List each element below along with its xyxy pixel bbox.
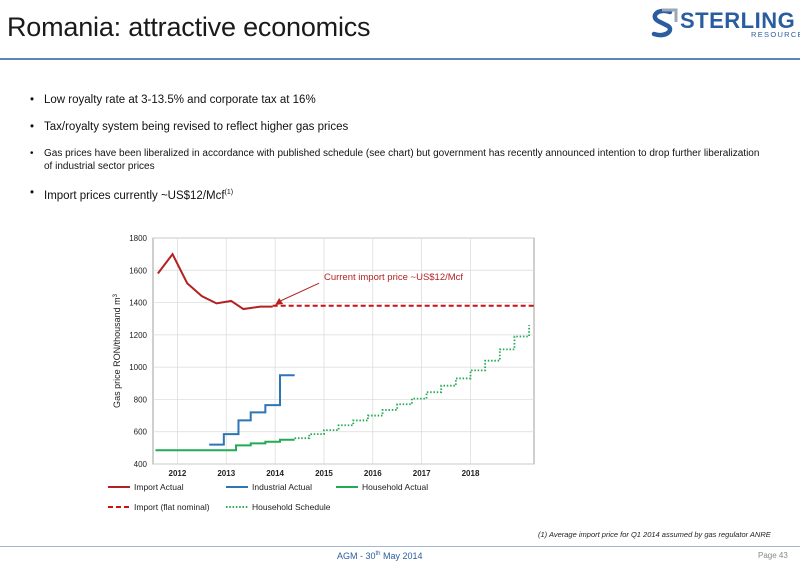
x-tick-label: 2013: [217, 469, 235, 478]
page-number: Page 43: [758, 551, 788, 560]
bullet-list: Low royalty rate at 3-13.5% and corporat…: [30, 93, 770, 216]
series-line-industrial-actual: [209, 374, 295, 446]
annotation-arrow-line: [277, 282, 320, 303]
legend-label: Household Actual: [362, 482, 428, 492]
x-tick-label: 2017: [413, 469, 431, 478]
y-tick-label: 1800: [129, 234, 147, 243]
x-tick-label: 2012: [169, 469, 187, 478]
logo-subtitle: RESOURCES: [751, 30, 800, 39]
sr-logo-icon: [651, 8, 678, 38]
x-tick-label: 2014: [266, 469, 284, 478]
footer-divider: [0, 546, 800, 547]
legend-label: Import Actual: [134, 482, 184, 492]
y-tick-label: 1600: [129, 266, 147, 275]
footer-event: AGM - 30th May 2014: [337, 551, 423, 561]
legend-label: Import (flat nominal): [134, 502, 210, 512]
bullet-tax-revision: Tax/royalty system being revised to refl…: [30, 120, 770, 134]
series-line-household-schedule: [294, 325, 531, 440]
annotation-text: Current import price ~US$12/Mcf: [324, 272, 463, 283]
footnote: (1) Average import price for Q1 2014 ass…: [538, 530, 771, 539]
series-line-import-actual: [157, 252, 273, 311]
y-tick-label: 1400: [129, 299, 147, 308]
bullet-royalty: Low royalty rate at 3-13.5% and corporat…: [30, 93, 770, 107]
y-axis-label-sup: 3: [113, 293, 119, 297]
x-tick-label: 2018: [462, 469, 480, 478]
y-axis-label: Gas price RON/thousand m3: [112, 293, 122, 408]
annotation-arrowhead: [275, 297, 284, 305]
header-divider: [0, 58, 800, 60]
footer-event-label: AGM - 30: [337, 551, 376, 561]
series-line-household-actual: [155, 438, 295, 452]
bullet-import-prices: Import prices currently ~US$12/Mcf(1): [30, 186, 770, 203]
x-tick-label: 2015: [315, 469, 333, 478]
x-tick-label: 2016: [364, 469, 382, 478]
page-title: Romania: attractive economics: [7, 12, 371, 42]
gas-price-chart: 400 600 800 1000 1200 1400 1600 1800 2012 2013 201…: [108, 234, 535, 512]
legend-label: Industrial Actual: [252, 482, 312, 492]
y-tick-label: 400: [134, 460, 148, 469]
bullet-liberalization: Gas prices have been liberalized in acco…: [30, 147, 770, 173]
legend-label: Household Schedule: [252, 502, 331, 512]
y-tick-label: 800: [134, 395, 148, 404]
y-tick-label: 600: [134, 428, 148, 437]
y-tick-label: 1200: [129, 331, 147, 340]
bullet-import-text: Import prices currently ~US$12/Mcf: [44, 189, 225, 202]
footer-event-sup: th: [375, 551, 381, 557]
sterling-logo: STERLING RESOURCES: [648, 6, 800, 42]
footer-event-date: May 2014: [380, 551, 423, 561]
logo-wordmark: STERLING: [680, 8, 796, 33]
y-tick-label: 1000: [129, 363, 147, 372]
footnote-ref: (1): [224, 189, 234, 196]
